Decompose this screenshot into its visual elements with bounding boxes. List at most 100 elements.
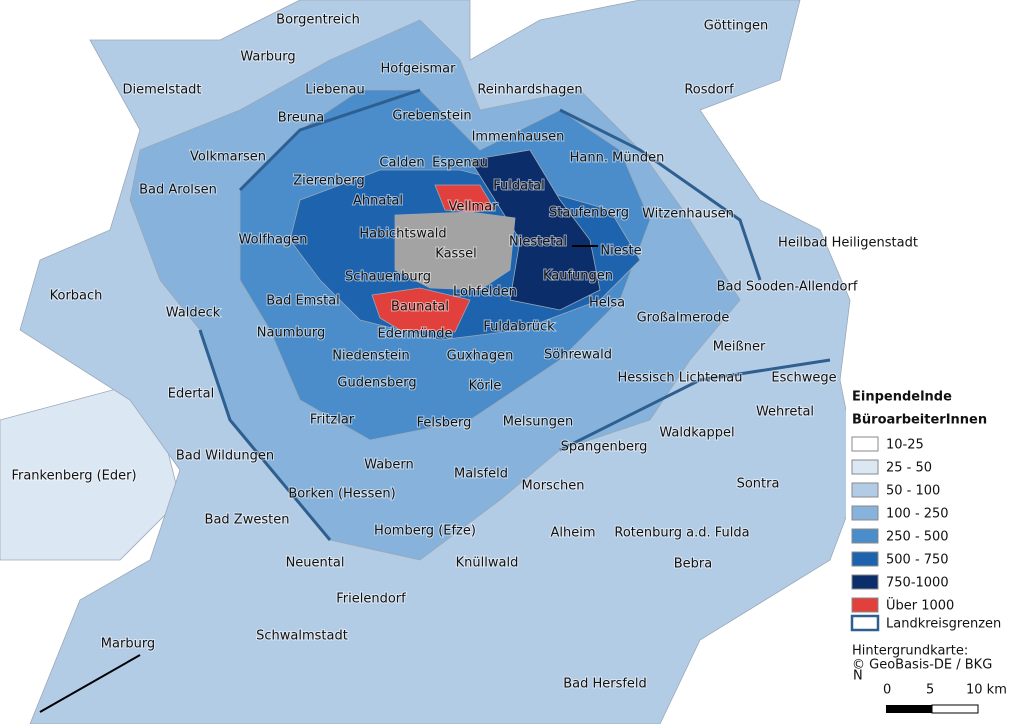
place-label: Frankenberg (Eder) xyxy=(11,469,136,484)
legend-label: 50 - 100 xyxy=(886,484,940,499)
place-label: Rotenburg a.d. Fulda xyxy=(614,526,749,541)
attribution: Hintergrundkarte: xyxy=(852,644,968,659)
place-label: Bebra xyxy=(674,557,712,572)
city-area xyxy=(394,211,516,291)
place-label: Niedenstein xyxy=(332,349,410,364)
place-label: Vellmar xyxy=(448,200,498,215)
scale-bar xyxy=(931,704,979,714)
place-label: Fritzlar xyxy=(310,413,355,428)
place-label: Niestetal xyxy=(509,235,567,250)
legend-label: Über 1000 xyxy=(886,597,954,614)
scale-label: 0 xyxy=(883,683,891,698)
legend-label: 750-1000 xyxy=(886,576,949,591)
place-label: Diemelstadt xyxy=(122,83,201,98)
legend-swatch xyxy=(851,528,879,544)
place-label: Schauenburg xyxy=(345,270,431,285)
arrow xyxy=(39,654,141,713)
legend-swatch xyxy=(850,614,880,632)
place-label: Ahnatal xyxy=(353,194,403,209)
place-label: Warburg xyxy=(240,50,295,65)
place-label: Witzenhausen xyxy=(642,207,734,222)
place-label: Fuldabrück xyxy=(483,320,555,335)
place-label: Baunatal xyxy=(391,300,449,315)
scale-label: 10 km xyxy=(966,683,1007,698)
place-label: Waldkappel xyxy=(659,426,734,441)
city-area xyxy=(434,184,496,213)
place-label: Naumburg xyxy=(257,326,325,341)
place-label: Fuldatal xyxy=(493,179,545,194)
legend-swatch xyxy=(851,505,879,521)
place-label: Marburg xyxy=(101,637,155,652)
place-label: Breuna xyxy=(278,111,324,126)
place-label: Bad Zwesten xyxy=(205,513,290,528)
place-label: Grebenstein xyxy=(392,109,471,124)
legend-label: 100 - 250 xyxy=(886,507,949,522)
place-label: Morschen xyxy=(522,479,585,494)
place-label: Schwalmstadt xyxy=(256,629,348,644)
place-label: Volkmarsen xyxy=(190,150,266,165)
attribution: © GeoBasis-DE / BKG xyxy=(852,658,992,673)
place-label: Hann. Münden xyxy=(570,151,665,166)
place-label: Immenhausen xyxy=(472,130,565,145)
place-label: Körle xyxy=(469,379,502,394)
place-label: Guxhagen xyxy=(447,349,514,364)
place-label: Bad Wildungen xyxy=(176,449,274,464)
place-label: Staufenberg xyxy=(549,206,629,221)
place-label: Großalmerode xyxy=(637,311,730,326)
place-label: Homberg (Efze) xyxy=(374,524,476,539)
place-label: Kaufungen xyxy=(543,269,613,284)
place-label: Borgentreich xyxy=(276,13,360,28)
place-label: Reinhardshagen xyxy=(477,83,582,98)
legend-label: 10-25 xyxy=(886,438,924,453)
place-label: Eschwege xyxy=(771,371,836,386)
place-label: Waldeck xyxy=(166,306,221,321)
place-label: Neuental xyxy=(286,556,345,571)
legend-label: 500 - 750 xyxy=(886,553,949,568)
scale-label: 5 xyxy=(926,683,934,698)
place-label: Borken (Hessen) xyxy=(288,487,395,502)
place-label: Edertal xyxy=(168,387,214,402)
legend-swatch xyxy=(851,551,879,567)
place-label: Wabern xyxy=(364,458,414,473)
place-label: Lohfelden xyxy=(453,285,517,300)
legend-swatch xyxy=(851,574,879,590)
place-label: Espenau xyxy=(432,156,488,171)
legend-label: 250 - 500 xyxy=(886,530,949,545)
place-label: Hofgeismar xyxy=(381,62,457,77)
place-label: Hessisch Lichtenau xyxy=(617,371,742,386)
place-label: Felsberg xyxy=(417,416,472,431)
place-label: Alheim xyxy=(550,526,595,541)
place-label: Sontra xyxy=(737,477,780,492)
place-label: Calden xyxy=(379,156,424,171)
place-label: Spangenberg xyxy=(561,440,648,455)
north-arrow: N xyxy=(853,669,863,684)
city-area xyxy=(371,287,471,333)
legend-label: 25 - 50 xyxy=(886,461,932,476)
legend-swatch xyxy=(851,436,879,452)
place-label: Liebenau xyxy=(305,83,365,98)
region xyxy=(469,149,601,311)
place-label: Bad Arolsen xyxy=(139,183,217,198)
place-label: Wolfhagen xyxy=(239,233,308,248)
place-label: Söhrewald xyxy=(544,348,612,363)
legend-swatch xyxy=(851,482,879,498)
place-label: Wehretal xyxy=(756,405,814,420)
place-label: Malsfeld xyxy=(454,467,508,482)
place-label: Melsungen xyxy=(503,415,574,430)
place-label: Habichtswald xyxy=(359,227,446,242)
place-label: Frielendorf xyxy=(336,592,406,607)
legend-swatch xyxy=(851,459,879,475)
place-label: Knüllwald xyxy=(456,556,519,571)
district-boundary xyxy=(198,88,831,541)
place-label: Helsa xyxy=(589,296,625,311)
place-label: Nieste xyxy=(600,244,641,259)
place-label: Zierenberg xyxy=(293,174,364,189)
legend-label: Landkreisgrenzen xyxy=(886,617,1001,632)
legend: Einpendelnde BüroarbeiterInnen Landkreis… xyxy=(846,382,1024,714)
place-label: Heilbad Heiligenstadt xyxy=(778,236,918,251)
place-label: Kassel xyxy=(435,247,476,262)
legend-title: BüroarbeiterInnen xyxy=(852,413,987,428)
legend-title: Einpendelnde xyxy=(852,390,952,405)
